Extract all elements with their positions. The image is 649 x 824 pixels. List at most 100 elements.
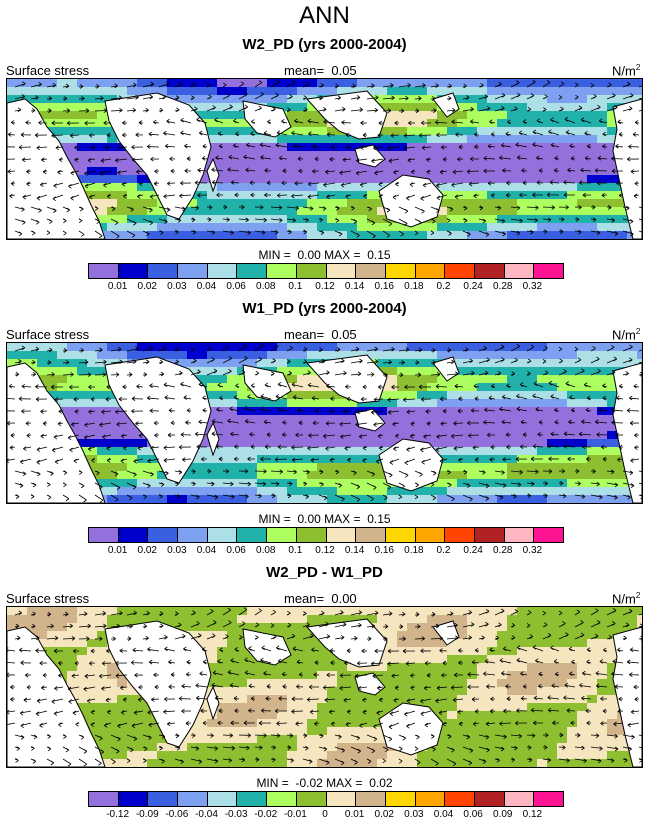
wind-vector [14,94,26,100]
field-cell [287,207,297,215]
field-cell [467,375,477,383]
wind-vector [282,420,288,425]
field-cell [537,343,547,351]
field-cell [107,479,117,487]
field-cell [327,479,337,487]
field-cell [297,463,307,471]
field-cell [567,751,577,759]
field-cell [377,423,387,431]
field-cell [117,199,127,207]
field-cell [517,623,527,631]
field-cell [317,455,327,463]
wind-vector [14,359,22,364]
field-cell [517,463,527,471]
wind-vector [244,418,256,424]
field-cell [217,439,227,447]
panel-2-units: N/m2 [612,327,640,342]
wind-vector [638,230,642,233]
field-cell [277,479,287,487]
field-cell [7,623,17,631]
wind-vector [103,120,112,126]
field-cell [457,447,467,455]
panel-2-units-exp: 2 [635,327,641,336]
wind-vector [420,397,432,402]
field-cell [577,615,587,623]
field-cell [197,87,207,95]
colorbar-swatch [474,528,505,542]
wind-vector [286,80,296,88]
wind-vector [507,119,512,125]
field-cell [87,175,97,183]
field-cell [477,143,487,151]
panel-3-units: N/m2 [612,591,640,606]
wind-vector [180,381,192,388]
wind-vector [286,94,293,100]
field-cell [417,159,427,167]
field-cell [257,167,267,175]
wind-vector [334,83,339,89]
field-cell [397,759,407,767]
field-cell [267,703,277,711]
field-cell [557,375,567,383]
field-cell [287,615,297,623]
field-cell [297,95,307,103]
field-cell [267,759,277,767]
field-cell [407,79,417,87]
field-cell [167,615,177,623]
wind-vector [170,168,176,174]
wind-vector [153,119,160,125]
field-cell [397,751,407,759]
wind-vector [250,383,256,388]
field-cell [507,447,517,455]
colorbar-swatch [385,264,416,278]
field-cell [497,191,507,199]
land-mass [206,157,220,193]
wind-vector [178,444,192,450]
field-cell [447,455,457,463]
wind-vector [201,155,208,161]
wind-vector [334,218,340,223]
wind-vector [174,81,183,88]
field-cell [57,359,67,367]
field-cell [597,127,607,135]
field-cell [597,447,607,455]
wind-vector [153,420,160,426]
field-cell [597,351,607,359]
field-cell [187,487,197,495]
wind-vector [46,230,51,235]
field-cell [237,191,247,199]
field-cell [27,343,37,351]
field-cell [637,79,642,87]
wind-vector [87,157,96,163]
field-cell [167,87,177,95]
field-cell [97,111,107,119]
wind-vector [490,131,496,137]
wind-vector [102,434,112,440]
wind-vector [387,397,400,403]
field-cell [297,175,307,183]
field-cell [297,351,307,359]
field-cell [447,607,457,615]
field-cell [497,359,507,367]
field-cell [147,759,157,767]
field-cell [227,647,237,655]
field-cell [437,471,447,479]
wind-vector [260,456,272,462]
wind-vector [62,218,67,224]
panel-1-mean-value: 0.05 [331,63,357,78]
field-cell [297,359,307,367]
field-cell [337,415,347,423]
field-cell [277,687,287,695]
colorbar-tick-label: 0.12 [315,545,335,556]
field-cell [327,223,337,231]
wind-vector [250,444,256,450]
field-cell [397,103,407,111]
field-cell [457,607,467,615]
field-cell [247,487,257,495]
wind-vector [366,107,378,113]
field-cell [517,639,527,647]
field-cell [387,87,397,95]
field-cell [477,119,487,127]
panel-3-map [6,606,643,768]
panel-2-min-value: 0.00 [297,512,321,526]
